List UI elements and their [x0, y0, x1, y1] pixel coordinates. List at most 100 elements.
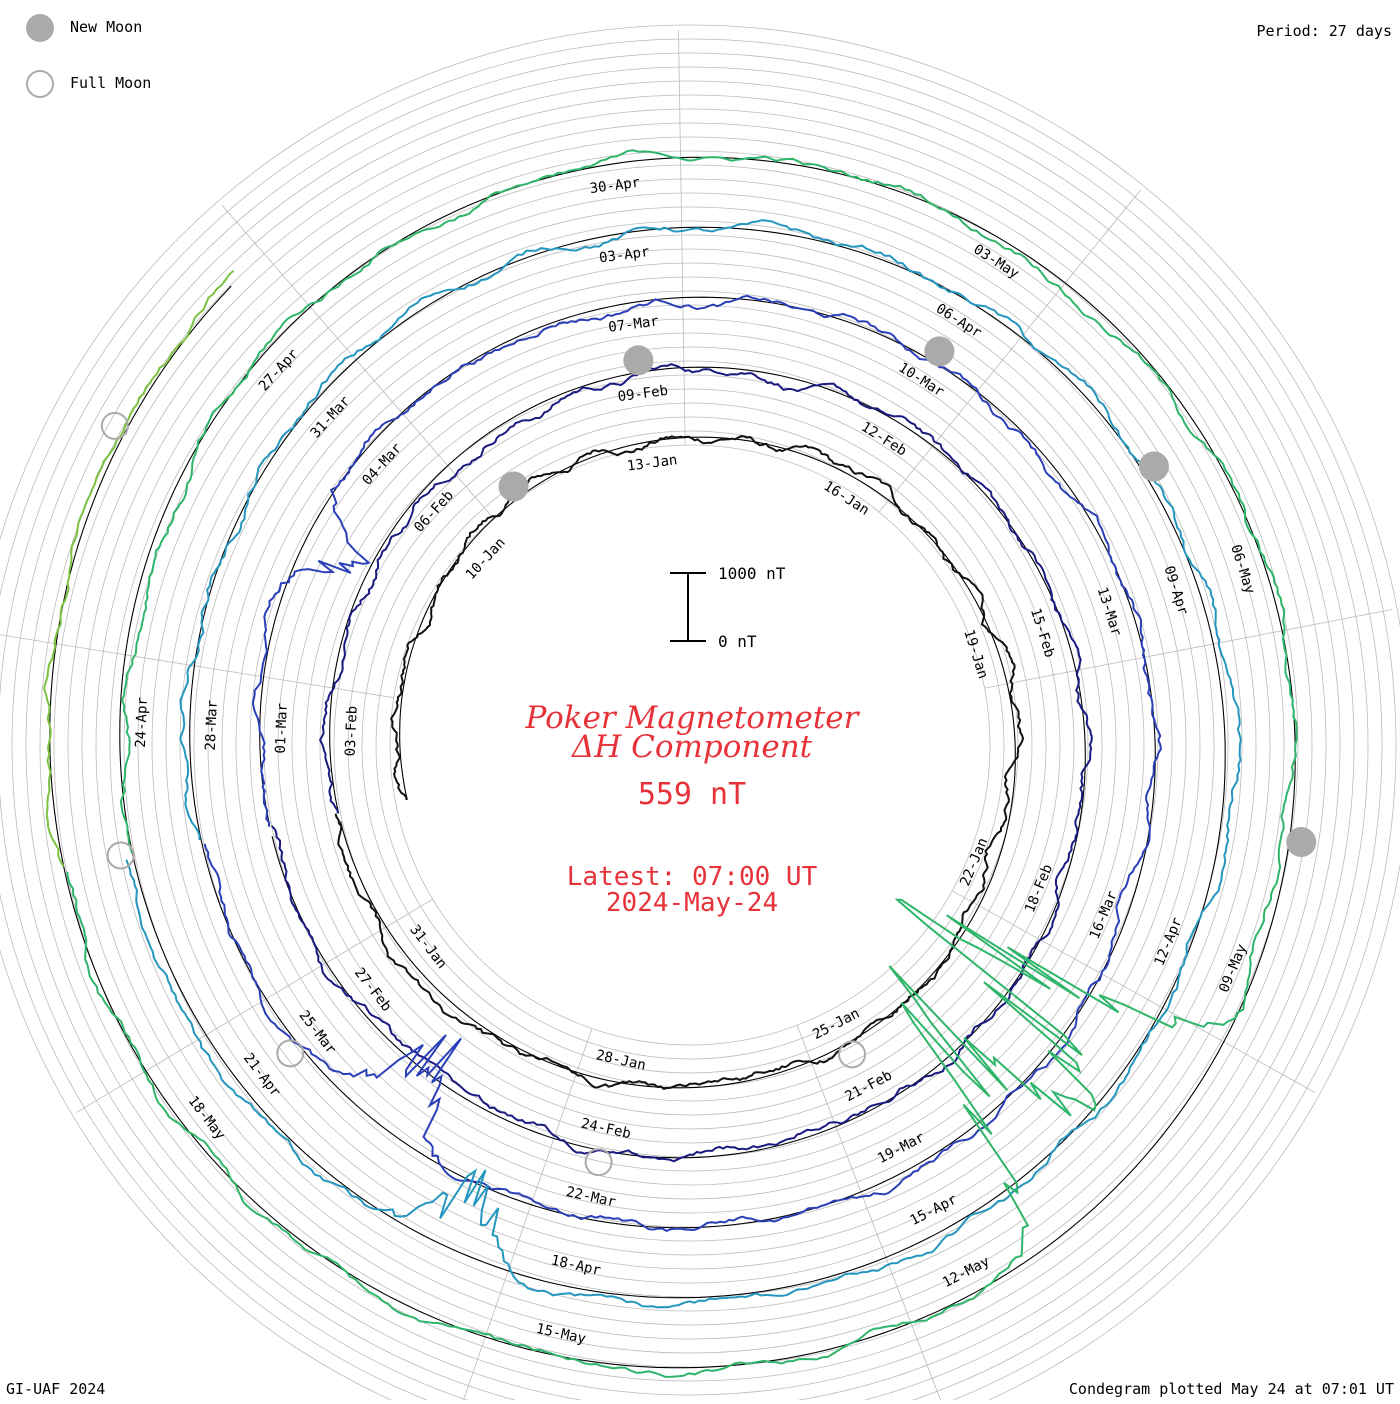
- date-spoke: [984, 609, 1393, 689]
- chart-title: Poker Magnetometer: [525, 700, 861, 736]
- date-spoke: [461, 1028, 593, 1404]
- series-trace: [43, 270, 235, 868]
- new-moon-marker: [1286, 827, 1317, 858]
- full-moon-marker: [106, 841, 135, 870]
- grid-rings: [0, 24, 1400, 1404]
- date-spoke: [76, 898, 433, 1113]
- grid-ring: [0, 52, 1383, 1404]
- grid-ring: [319, 374, 1061, 1116]
- baseline-spiral: [63, 156, 1296, 1369]
- grid-ring: [81, 136, 1299, 1354]
- date-label: 13-Jan: [626, 452, 678, 475]
- grid-ring: [95, 150, 1285, 1340]
- grid-ring: [361, 416, 1019, 1074]
- date-spoke: [951, 890, 1316, 1093]
- date-label: 09-May: [1216, 942, 1250, 995]
- grid-ring: [67, 122, 1313, 1368]
- date-spoke: [0, 634, 394, 699]
- date-label: 13-Mar: [1094, 585, 1125, 638]
- grid-ring: [221, 276, 1159, 1214]
- full-moon-label: Full Moon: [70, 74, 152, 92]
- date-label: 09-Apr: [1160, 564, 1191, 617]
- grid-ring: [193, 248, 1187, 1242]
- footer-plot-time: Condegram plotted May 24 at 07:01 UT: [1068, 1380, 1394, 1398]
- grid-ring: [305, 360, 1075, 1130]
- baseline-spiral: [49, 285, 232, 867]
- full-moon-marker: [276, 1039, 305, 1068]
- date-spoke: [678, 30, 686, 446]
- grid-ring: [109, 164, 1271, 1326]
- period-label: Period: 27 days: [1256, 22, 1392, 40]
- grid-ring: [291, 346, 1089, 1144]
- date-spokes: [0, 30, 1393, 1404]
- grid-ring: [0, 24, 1400, 1404]
- date-label: 07-Mar: [607, 313, 659, 336]
- date-spoke: [221, 204, 494, 519]
- series-trace: [125, 219, 1242, 1309]
- date-label: 12-Apr: [1152, 915, 1186, 968]
- series-trace: [334, 435, 1025, 1090]
- date-label: 10-Jan: [463, 535, 509, 583]
- grid-ring: [277, 332, 1103, 1158]
- full-moon-marker: [100, 411, 129, 440]
- moon-markers: [100, 336, 1317, 1177]
- grid-ring: [235, 290, 1145, 1200]
- date-label: 15-Apr: [908, 1191, 960, 1229]
- grid-ring: [0, 38, 1397, 1404]
- date-spoke: [878, 189, 1142, 513]
- series-trace: [271, 363, 1093, 1163]
- latest-date: 2024-May-24: [606, 888, 778, 918]
- full-moon-marker: [838, 1040, 867, 1069]
- grid-ring: [207, 262, 1173, 1228]
- grid-ring: [389, 444, 991, 1046]
- latest-time: Latest: 07:00 UT: [567, 862, 818, 892]
- date-label: 01-Mar: [273, 703, 291, 754]
- date-label: 27-Apr: [256, 346, 302, 394]
- grid-ring: [333, 388, 1047, 1102]
- date-label: 30-Apr: [589, 175, 641, 198]
- grid-ring: [11, 66, 1369, 1404]
- baseline-spiral: [339, 436, 1016, 1089]
- date-label: 18-Feb: [1022, 862, 1056, 915]
- scale-top-label: 1000 nT: [718, 564, 786, 583]
- full-moon-icon: [26, 70, 54, 98]
- new-moon-icon: [26, 14, 54, 42]
- date-label: 19-Jan: [960, 628, 991, 681]
- grid-ring: [347, 402, 1033, 1088]
- date-label: 15-Feb: [1027, 606, 1058, 659]
- date-label: 31-Mar: [308, 393, 354, 441]
- grid-ring: [25, 80, 1355, 1404]
- current-value: 559 nT: [638, 777, 746, 812]
- date-label: 24-Apr: [133, 697, 151, 748]
- grid-ring: [123, 178, 1257, 1312]
- date-label: 06-May: [1227, 543, 1258, 596]
- new-moon-marker: [623, 345, 654, 376]
- series-trace: [203, 294, 1162, 1233]
- grid-ring: [39, 94, 1341, 1396]
- grid-ring: [179, 234, 1201, 1256]
- grid-ring: [165, 220, 1215, 1270]
- date-label: 09-Feb: [617, 383, 669, 406]
- date-label: 03-Feb: [343, 706, 361, 757]
- date-label: 12-May: [940, 1254, 992, 1292]
- new-moon-label: New Moon: [70, 18, 143, 36]
- new-moon-marker: [924, 336, 955, 367]
- series-trace: [66, 149, 1298, 1378]
- grid-ring: [53, 108, 1327, 1382]
- series-layer: [43, 149, 1298, 1378]
- scale-bar: 1000 nT 0 nT: [670, 564, 786, 651]
- date-spoke: [796, 1025, 943, 1404]
- chart-subtitle: ΔH Component: [571, 729, 813, 765]
- date-label: 21-Feb: [843, 1067, 895, 1105]
- full-moon-marker: [584, 1148, 613, 1177]
- new-moon-marker: [1138, 451, 1169, 482]
- baseline-spiral: [131, 226, 1226, 1299]
- grid-ring: [375, 430, 1005, 1060]
- date-label: 03-Apr: [598, 244, 650, 267]
- date-label: 28-Mar: [203, 700, 221, 751]
- grid-ring: [151, 206, 1229, 1284]
- new-moon-marker: [498, 471, 529, 502]
- scale-bottom-label: 0 nT: [718, 632, 757, 651]
